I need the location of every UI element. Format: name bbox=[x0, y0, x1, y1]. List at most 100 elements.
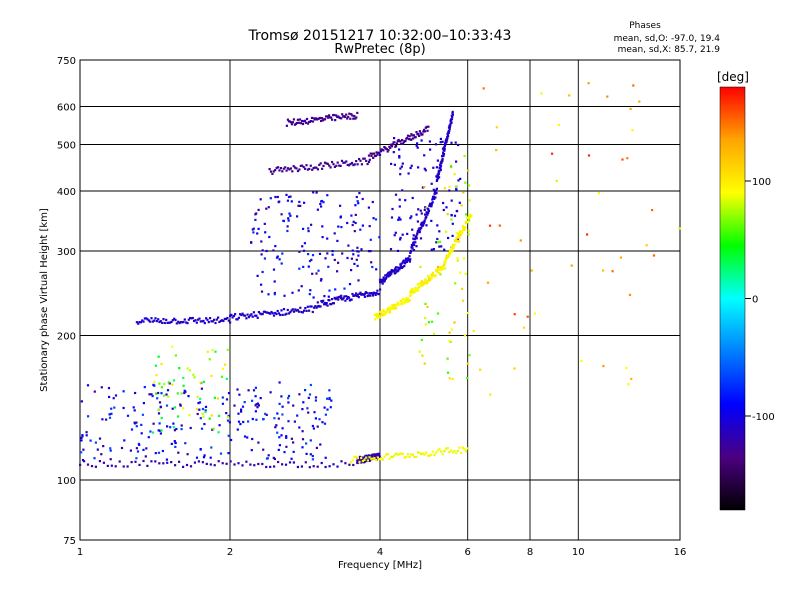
scatter-point bbox=[432, 188, 435, 191]
trace-point bbox=[311, 168, 314, 171]
trace-point bbox=[324, 303, 327, 306]
trace-point bbox=[424, 278, 427, 281]
trace-point bbox=[296, 169, 300, 173]
trace-point bbox=[431, 274, 434, 277]
scatter-point bbox=[352, 253, 355, 256]
scatter-point bbox=[152, 422, 155, 425]
scatter-point bbox=[251, 417, 254, 421]
trace-point bbox=[271, 172, 274, 175]
trace-point bbox=[332, 302, 335, 305]
scatter-point bbox=[307, 411, 310, 414]
scatter-point bbox=[459, 177, 462, 180]
trace-point bbox=[378, 452, 381, 455]
scatter-point bbox=[321, 199, 324, 203]
trace-point bbox=[441, 157, 444, 161]
trace-point bbox=[416, 231, 419, 234]
scatter-point bbox=[98, 437, 102, 440]
trace-point bbox=[340, 159, 344, 162]
scatter-point bbox=[454, 141, 457, 144]
trace-point bbox=[436, 449, 439, 452]
trace-point bbox=[442, 267, 445, 270]
scatter-point bbox=[243, 401, 246, 404]
scatter-point bbox=[310, 258, 313, 261]
trace-point bbox=[292, 310, 296, 313]
trace-point bbox=[197, 318, 200, 321]
trace-point bbox=[373, 453, 376, 456]
scatter-point bbox=[163, 383, 166, 386]
scatter-point bbox=[343, 287, 346, 290]
trace-point bbox=[451, 115, 454, 118]
trace-point bbox=[374, 456, 377, 459]
trace-point bbox=[134, 460, 137, 463]
scatter-point bbox=[360, 248, 363, 251]
trace-point bbox=[417, 289, 420, 292]
scatter-point bbox=[420, 139, 423, 142]
scatter-point bbox=[132, 406, 135, 409]
trace-point bbox=[214, 321, 217, 325]
trace-point bbox=[299, 306, 302, 309]
trace-point bbox=[281, 170, 284, 173]
scatter-point bbox=[401, 162, 404, 165]
scatter-point bbox=[182, 376, 185, 379]
scatter-point bbox=[287, 219, 290, 222]
trace-point bbox=[400, 142, 403, 145]
trace-point bbox=[272, 314, 276, 317]
trace-point bbox=[306, 305, 309, 308]
scatter-point bbox=[255, 403, 258, 406]
scatter-point bbox=[224, 363, 227, 366]
scatter-point bbox=[424, 302, 427, 305]
trace-point bbox=[146, 318, 149, 321]
scatter-point bbox=[319, 443, 322, 446]
trace-point bbox=[294, 166, 297, 169]
trace-point bbox=[281, 463, 284, 466]
scatter-point bbox=[586, 233, 589, 236]
scatter-point bbox=[273, 291, 276, 295]
trace-point bbox=[90, 465, 94, 468]
scatter-point bbox=[273, 417, 276, 420]
trace-point bbox=[346, 117, 349, 120]
trace-point bbox=[179, 321, 182, 324]
scatter-point bbox=[186, 453, 189, 456]
trace-point bbox=[362, 457, 365, 460]
trace-point bbox=[311, 120, 315, 123]
trace-point bbox=[310, 116, 314, 119]
scatter-point bbox=[301, 446, 304, 449]
scatter-point bbox=[445, 206, 448, 209]
scatter-point bbox=[314, 399, 317, 402]
scatter-point bbox=[269, 197, 272, 200]
scatter-point bbox=[353, 262, 356, 265]
scatter-point bbox=[129, 449, 132, 452]
trace-point bbox=[330, 116, 333, 119]
scatter-point bbox=[250, 241, 253, 244]
scatter-point bbox=[305, 442, 308, 445]
trace-point bbox=[83, 460, 86, 463]
colorbar-ticks: 100 0 -100 bbox=[745, 177, 775, 423]
scatter-point bbox=[196, 395, 199, 398]
trace-point bbox=[325, 162, 328, 165]
scatter-point bbox=[153, 380, 156, 383]
scatter-point bbox=[302, 249, 306, 252]
trace-point bbox=[401, 142, 404, 145]
scatter-point bbox=[151, 431, 155, 434]
trace-point bbox=[351, 459, 354, 462]
scatter-point bbox=[356, 246, 359, 249]
scatter-point bbox=[264, 412, 267, 415]
scatter-point bbox=[217, 431, 220, 434]
scatter-point bbox=[328, 389, 331, 392]
trace-point bbox=[466, 220, 470, 223]
scatter-point bbox=[134, 391, 137, 395]
trace-point bbox=[418, 130, 421, 133]
scatter-point bbox=[441, 140, 444, 143]
trace-point bbox=[406, 453, 409, 456]
trace-point bbox=[326, 162, 329, 165]
trace-point bbox=[380, 310, 383, 314]
y-tick-label: 75 bbox=[63, 536, 76, 547]
scatter-point bbox=[394, 193, 398, 196]
scatter-point bbox=[372, 217, 375, 220]
scatter-point bbox=[108, 395, 111, 399]
scatter-point bbox=[126, 414, 130, 417]
trace-point bbox=[395, 144, 398, 148]
trace-point bbox=[189, 317, 192, 320]
scatter-point bbox=[109, 458, 112, 461]
scatter-point bbox=[393, 137, 396, 140]
